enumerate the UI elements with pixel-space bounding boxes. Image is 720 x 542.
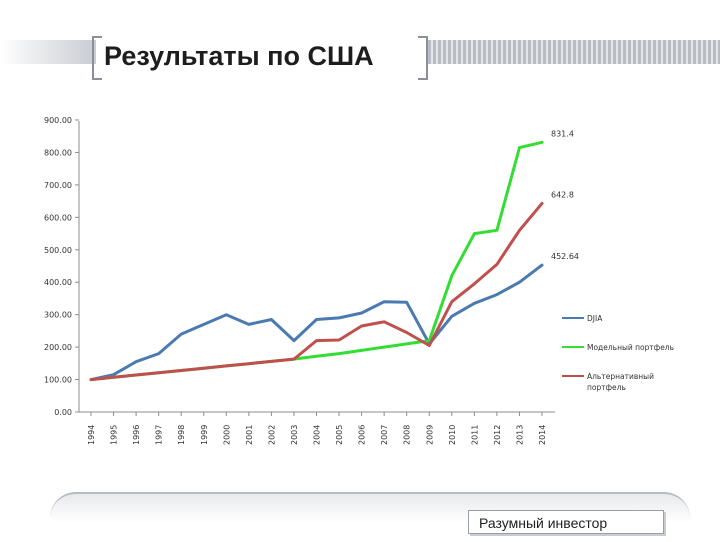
x-tick-label: 1998 xyxy=(177,425,186,445)
data-point xyxy=(450,274,453,277)
series-line-2 xyxy=(89,140,544,382)
data-point xyxy=(180,369,183,372)
x-tick-label: 2001 xyxy=(245,425,254,445)
data-point xyxy=(540,263,544,267)
data-point xyxy=(270,318,273,321)
y-tick-label: 100.00 xyxy=(44,376,72,385)
data-point xyxy=(247,323,251,326)
data-point xyxy=(89,378,93,381)
data-point xyxy=(292,357,296,361)
data-point xyxy=(405,331,408,334)
legend-label: DJIA xyxy=(587,314,603,323)
y-tick-label: 400.00 xyxy=(44,278,72,287)
x-tick-label: 2010 xyxy=(448,425,457,445)
data-point xyxy=(518,146,521,149)
x-tick-label: 2009 xyxy=(425,425,434,445)
slide-title: Результаты по США xyxy=(104,41,374,71)
footer-label: Разумный инвестор xyxy=(468,510,664,534)
x-tick-label: 2014 xyxy=(538,425,547,445)
data-point xyxy=(360,349,363,352)
data-point xyxy=(202,323,205,326)
x-tick-label: 2006 xyxy=(358,425,367,445)
x-tick-label: 2008 xyxy=(403,425,412,445)
x-tick-label: 2013 xyxy=(515,425,524,445)
x-tick-label: 2004 xyxy=(313,425,322,445)
legend-label: Альтернативный xyxy=(587,372,654,381)
x-tick-label: 2005 xyxy=(335,425,344,445)
header-stripe-left xyxy=(0,40,96,64)
data-point xyxy=(450,315,453,318)
x-tick-label: 2011 xyxy=(470,425,479,445)
y-tick-label: 600.00 xyxy=(44,213,72,222)
end-value-label: 642.8 xyxy=(551,190,574,199)
data-point xyxy=(337,338,341,342)
data-point xyxy=(225,364,228,368)
data-point xyxy=(382,320,386,324)
legend-label: Модельный портфель xyxy=(587,343,674,352)
data-point xyxy=(495,293,499,296)
y-tick-label: 0.00 xyxy=(54,408,72,417)
data-point xyxy=(157,352,160,355)
x-tick-label: 2003 xyxy=(290,425,299,445)
title-bracket-right xyxy=(418,36,428,80)
x-tick-label: 2007 xyxy=(380,425,389,445)
data-point xyxy=(405,342,408,346)
data-point xyxy=(202,367,205,370)
y-tick-label: 300.00 xyxy=(44,311,72,320)
line-chart: 0.00 100.00 200.00 300.00 400.00 500.00 600.00… xyxy=(44,116,674,445)
x-tick-label: 1995 xyxy=(110,425,119,445)
y-tick-label: 500.00 xyxy=(44,246,72,255)
data-point xyxy=(495,263,499,266)
end-value-label: 831.4 xyxy=(551,129,574,138)
data-point xyxy=(540,202,544,205)
data-point xyxy=(315,318,318,321)
data-point xyxy=(270,360,273,363)
data-point xyxy=(337,316,341,320)
header-stripe-right xyxy=(428,40,720,64)
data-point xyxy=(450,300,453,303)
data-point xyxy=(473,232,476,235)
data-point xyxy=(473,302,476,305)
legend-label: портфель xyxy=(587,383,626,392)
data-point xyxy=(112,373,115,376)
data-point xyxy=(112,376,115,379)
data-point xyxy=(382,345,386,349)
title-bracket-left xyxy=(92,36,102,80)
data-point xyxy=(495,229,499,232)
end-value-label: 452.64 xyxy=(551,252,579,261)
x-tick-label: 2002 xyxy=(267,425,276,445)
y-tick-label: 700.00 xyxy=(44,181,72,190)
data-point xyxy=(337,352,341,355)
x-tick-label: 2000 xyxy=(222,425,231,445)
data-point xyxy=(473,282,476,286)
data-point xyxy=(405,301,408,304)
data-point xyxy=(180,332,183,336)
x-tick-label: 1997 xyxy=(155,425,164,445)
data-point xyxy=(428,344,431,347)
data-point xyxy=(518,281,521,284)
y-tick-label: 800.00 xyxy=(44,148,72,157)
data-point xyxy=(315,354,318,358)
x-tick-label: 1996 xyxy=(132,425,141,445)
data-point xyxy=(360,311,363,315)
data-point xyxy=(247,362,251,365)
x-tick-label: 1999 xyxy=(200,425,209,445)
data-point xyxy=(540,141,544,144)
data-point xyxy=(382,300,386,303)
data-point xyxy=(315,339,318,342)
x-tick-label: 2012 xyxy=(493,425,502,445)
data-point xyxy=(134,360,138,363)
y-tick-label: 900.00 xyxy=(44,116,72,125)
y-tick-label: 200.00 xyxy=(44,343,72,352)
data-point xyxy=(134,373,138,377)
data-point xyxy=(292,339,296,342)
x-tick-label: 1994 xyxy=(87,425,96,445)
data-point xyxy=(157,371,160,374)
data-point xyxy=(360,324,363,328)
data-point xyxy=(225,313,228,316)
data-point xyxy=(518,229,521,232)
